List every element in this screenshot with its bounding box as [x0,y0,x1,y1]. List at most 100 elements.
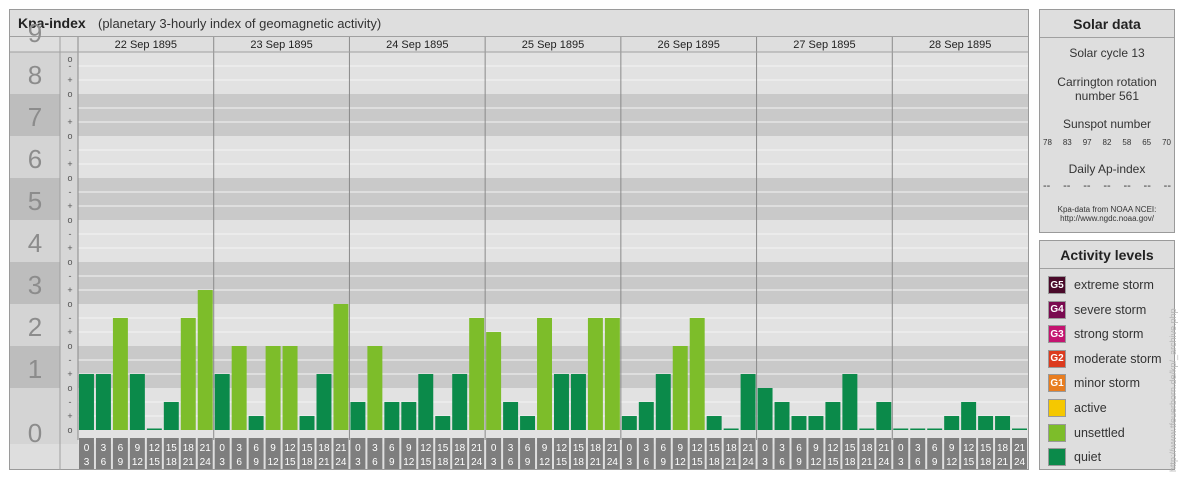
hour-tick-end: 18 [573,457,585,468]
hour-tick-box [112,438,128,469]
hour-tick-start: 21 [1014,443,1026,454]
hour-tick-end: 9 [932,457,938,468]
hour-tick-end: 6 [644,457,650,468]
legend-item: G1 minor storm [1048,373,1140,393]
hour-tick-start: 6 [932,443,938,454]
hour-tick-end: 6 [508,457,514,468]
kp-bar [570,374,586,430]
kp-bar [655,374,671,430]
kp-bar [214,374,230,430]
legend-label: strong storm [1074,327,1144,342]
minor-tick-label: o [67,425,72,435]
kp-bar [316,374,332,430]
hour-tick-start: 18 [590,443,602,454]
hour-tick-end: 15 [420,457,432,468]
minor-tick-label: o [67,215,72,225]
hour-tick-end: 15 [963,457,975,468]
hour-tick-start: 15 [437,443,449,454]
hour-tick-box [995,438,1011,469]
sunspot-value: 70 [1162,138,1171,147]
ap-value: -- [1143,180,1151,192]
legend-item: G3 strong storm [1048,324,1143,344]
kp-bar [112,317,128,430]
sunspot-label: Sunspot number [1062,117,1152,131]
minor-tick-label: + [67,75,72,85]
minor-tick-label: o [67,173,72,183]
hour-tick-end: 24 [607,457,619,468]
hour-tick-box [265,438,281,469]
legend-label: active [1074,401,1107,415]
y-tick-label: 2 [28,312,42,342]
carrington-line-1: Carrington rotation [1057,75,1157,89]
hour-tick-box [638,438,654,469]
hour-tick-box [282,438,298,469]
hour-tick-start: 0 [355,443,361,454]
hour-tick-start: 6 [389,443,395,454]
kp-band [78,262,1028,304]
minor-tick-label: + [67,243,72,253]
source-link[interactable]: http://www.ngdc.noaa.gov/ [1060,214,1154,223]
kp-bar [79,374,94,430]
carrington-line-2: number 561 [1074,89,1140,103]
minor-tick-label: + [67,201,72,211]
hour-tick-start: 12 [692,443,704,454]
hour-tick-box [655,438,671,469]
hour-tick-box [893,438,909,469]
day-label: 22 Sep 1895 [115,39,177,51]
hour-tick-end: 3 [762,457,768,468]
y-tick-label: 0 [28,418,42,448]
hour-tick-start: 21 [743,443,755,454]
kp-bar [537,317,552,430]
kp-bar [503,401,519,430]
hour-tick-box [520,438,536,469]
hour-tick-start: 0 [491,443,497,454]
hour-tick-end: 12 [403,457,415,468]
kp-bar [299,416,315,430]
hour-tick-start: 6 [796,443,802,454]
hour-tick-box [350,438,366,469]
hour-tick-box [435,438,451,469]
kp-bar [129,374,145,430]
kp-bar [791,416,807,430]
hour-tick-box [554,438,569,469]
day-label: 24 Sep 1895 [386,39,448,51]
minor-tick-label: - [69,355,72,365]
hour-tick-start: 0 [898,443,904,454]
kp-band [78,220,1028,262]
hour-tick-end: 15 [149,457,161,468]
kp-bar [401,401,417,430]
kp-band [78,178,1028,220]
hour-tick-start: 15 [844,443,856,454]
minor-tick-label: - [69,187,72,197]
chart-header: Kpa-index (planetary 3-hourly index of g… [10,10,1028,37]
hour-tick-box [452,438,468,469]
hour-tick-box [978,438,994,469]
activity-levels-title: Activity levels [1040,241,1174,269]
hour-tick-start: 21 [607,443,619,454]
date-header-row [10,37,1028,52]
kp-bar [452,374,468,430]
hour-tick-start: 0 [219,443,225,454]
hour-tick-start: 12 [149,443,161,454]
legend-swatch: G4 [1048,300,1066,319]
hour-tick-box [621,438,637,469]
hour-tick-start: 0 [627,443,633,454]
hour-tick-end: 9 [118,457,124,468]
y-axis-band [10,220,60,262]
hour-tick-end: 3 [491,457,497,468]
hour-tick-start: 6 [253,443,259,454]
hour-tick-end: 18 [301,457,313,468]
day-label: 27 Sep 1895 [793,39,855,51]
hour-tick-end: 6 [236,457,242,468]
hour-tick-start: 18 [861,443,873,454]
hour-tick-end: 12 [132,457,144,468]
y-axis-band [10,136,60,178]
minor-tick-label: - [69,229,72,239]
y-axis-band [10,52,60,94]
hour-tick-start: 15 [166,443,178,454]
hour-tick-box [384,438,400,469]
hour-tick-box [231,438,247,469]
hour-tick-end: 12 [268,457,280,468]
legend-label: moderate storm [1074,351,1162,366]
legend-label: severe storm [1074,302,1147,317]
